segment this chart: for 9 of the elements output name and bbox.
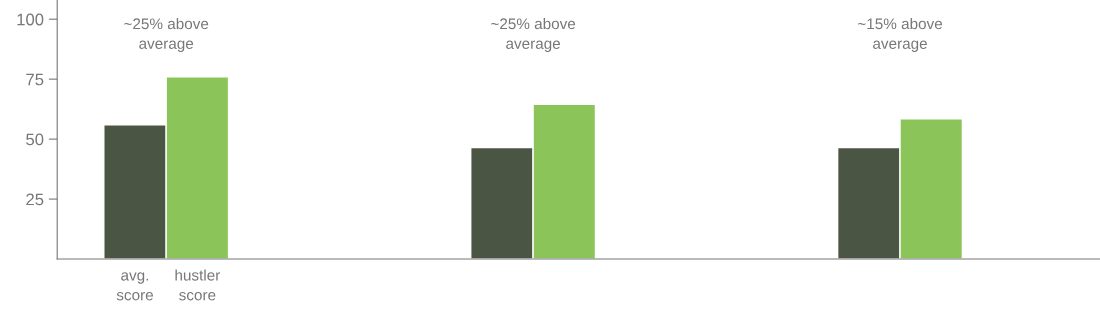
y-tick-label: 50 xyxy=(26,133,44,146)
y-tick-label: 100 xyxy=(17,13,44,26)
annotation: ~25% above average xyxy=(124,17,209,52)
annotation: ~15% above average xyxy=(858,17,943,52)
y-tick-label: 25 xyxy=(26,193,44,206)
y-tick-label: 75 xyxy=(26,73,44,86)
series-label: hustler score xyxy=(175,269,221,301)
annotation: ~25% above average xyxy=(491,17,576,52)
series-label: avg. score xyxy=(116,272,153,301)
